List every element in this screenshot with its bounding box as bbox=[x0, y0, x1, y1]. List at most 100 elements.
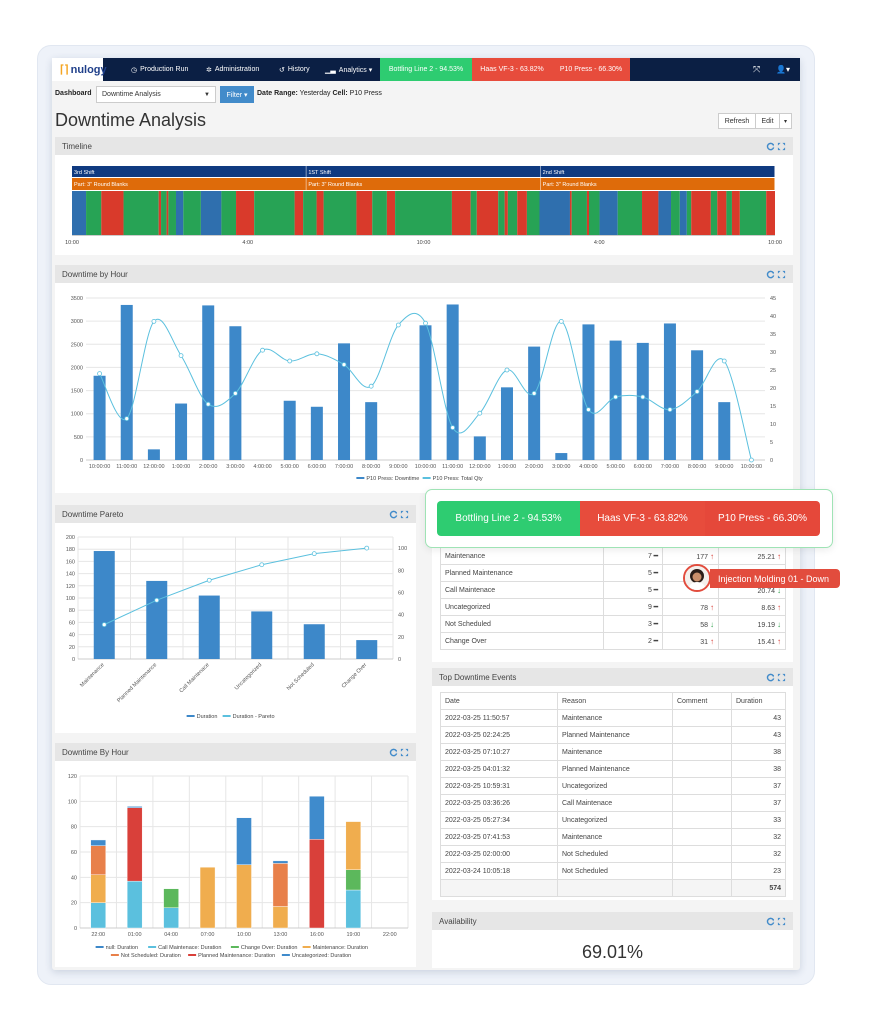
stacked-bar-segment bbox=[90, 874, 106, 903]
table-row[interactable]: 2022-03-25 07:41:53 Maintenance 32 bbox=[440, 828, 786, 846]
edit-dropdown-button[interactable]: ▾ bbox=[779, 113, 792, 129]
y-tick-label: 200 bbox=[66, 535, 75, 541]
person-avatar-icon bbox=[685, 566, 709, 590]
refresh-icon[interactable] bbox=[766, 673, 775, 682]
nav-history[interactable]: ↺ History bbox=[279, 58, 310, 81]
stacked-bar-segment bbox=[345, 889, 362, 929]
timeline-segment bbox=[236, 191, 255, 235]
timeline-segment bbox=[679, 191, 687, 235]
table-row[interactable]: 2022-03-25 03:36:26 Call Maintenace 37 bbox=[440, 794, 786, 812]
table-row[interactable]: Maintenance 7 ━ 177 ↑ 25.21 ↑ bbox=[440, 547, 786, 565]
panel-title: Top Downtime Events bbox=[439, 672, 517, 682]
panel-header: Downtime By Hour bbox=[55, 743, 416, 761]
bar bbox=[120, 304, 133, 460]
column-comment[interactable]: Comment bbox=[672, 692, 732, 710]
alert-badge[interactable]: Injection Molding 01 - Down bbox=[710, 569, 840, 588]
panel-header: Downtime Pareto bbox=[55, 505, 416, 523]
refresh-icon[interactable] bbox=[766, 270, 775, 279]
reason-name: Not Scheduled bbox=[440, 615, 604, 633]
expand-icon[interactable] bbox=[777, 917, 786, 926]
x-tick-label: Planned Maintenance bbox=[116, 662, 158, 704]
overlay-status-p10-press[interactable]: P10 Press - 66.30% bbox=[705, 501, 820, 536]
table-row[interactable]: Uncategorized 9 ━ 78 ↑ 8.63 ↑ bbox=[440, 598, 786, 616]
line-point bbox=[477, 410, 483, 416]
nav-administration[interactable]: ✲ Administration bbox=[206, 58, 259, 81]
availability-panel: Availability 69.01% bbox=[432, 912, 793, 968]
refresh-button[interactable]: Refresh bbox=[718, 113, 756, 129]
column-reason[interactable]: Reason bbox=[557, 692, 673, 710]
column-duration[interactable]: Duration bbox=[731, 692, 786, 710]
status-bottling-line-2[interactable]: Bottling Line 2 - 94.53% bbox=[380, 58, 472, 81]
refresh-icon[interactable] bbox=[389, 748, 398, 757]
table-row[interactable]: 2022-03-25 11:50:57 Maintenance 43 bbox=[440, 709, 786, 727]
shift-label: 3rd Shift bbox=[74, 170, 95, 176]
legend-label: P10 Press: Downtime bbox=[366, 476, 419, 482]
event-date: 2022-03-25 02:00:00 bbox=[440, 845, 558, 863]
legend-label: Not Scheduled: Duration bbox=[121, 953, 181, 959]
table-row[interactable]: 2022-03-25 05:27:34 Uncategorized 33 bbox=[440, 811, 786, 829]
y-tick-label: 60 bbox=[71, 850, 77, 856]
expand-icon[interactable] bbox=[400, 510, 409, 519]
x-tick-label: Not Scheduled bbox=[286, 662, 316, 692]
legend-label: Maintenance: Duration bbox=[313, 945, 368, 951]
nav-analytics[interactable]: ▁▃ Analytics ▾ bbox=[325, 58, 372, 81]
y2-tick-label: 20 bbox=[770, 386, 776, 392]
status-haas-vf3[interactable]: Haas VF-3 - 63.82% bbox=[472, 58, 552, 81]
edit-button[interactable]: Edit bbox=[755, 113, 780, 129]
dashboard-select[interactable]: Downtime Analysis ▼ bbox=[96, 86, 216, 103]
line-point bbox=[395, 322, 401, 328]
stacked-bar-segment bbox=[272, 860, 289, 864]
table-row[interactable]: 2022-03-25 04:01:32 Planned Maintenance 38 bbox=[440, 760, 786, 778]
bar bbox=[202, 305, 215, 460]
trend-up-icon: ↑ bbox=[777, 551, 781, 561]
line-point bbox=[613, 394, 619, 400]
line-point bbox=[232, 391, 238, 396]
fullscreen-icon[interactable]: ⤧ bbox=[753, 64, 761, 74]
reason-average: 8.63 ↑ bbox=[718, 598, 786, 616]
table-row[interactable]: 2022-03-25 07:10:27 Maintenance 38 bbox=[440, 743, 786, 761]
part-bar bbox=[306, 178, 541, 190]
expand-icon[interactable] bbox=[400, 748, 409, 757]
legend-label: Uncategorized: Duration bbox=[292, 953, 351, 959]
downtime-reasons-table: Maintenance 7 ━ 177 ↑ 25.21 ↑ Planned Ma… bbox=[440, 547, 786, 650]
y-tick-label: 120 bbox=[66, 584, 75, 590]
status-p10-press[interactable]: P10 Press - 66.30% bbox=[552, 58, 630, 81]
event-reason: Maintenance bbox=[557, 709, 673, 727]
timeline-segment bbox=[504, 191, 508, 235]
logo[interactable]: ⌈⌉ nulogy bbox=[52, 58, 107, 81]
reason-name: Planned Maintenance bbox=[440, 564, 604, 582]
table-header-row: Date Reason Comment Duration bbox=[440, 692, 786, 710]
filter-button[interactable]: Filter ▾ bbox=[220, 86, 254, 103]
legend-swatch bbox=[222, 715, 231, 717]
table-row[interactable]: Change Over 2 ━ 31 ↑ 15.41 ↑ bbox=[440, 632, 786, 650]
panel-header: Availability bbox=[432, 912, 793, 930]
x-tick-label: 10:00:00 bbox=[415, 464, 436, 470]
event-duration: 38 bbox=[731, 760, 786, 778]
timeline-segment bbox=[166, 191, 169, 235]
expand-icon[interactable] bbox=[777, 673, 786, 682]
stacked-bar-segment bbox=[309, 839, 325, 929]
overlay-status-bottling-line-2[interactable]: Bottling Line 2 - 94.53% bbox=[437, 501, 580, 536]
refresh-icon[interactable] bbox=[389, 510, 398, 519]
table-row[interactable]: 2022-03-25 02:24:25 Planned Maintenance 43 bbox=[440, 726, 786, 744]
part-label: Part: 3" Round Blanks bbox=[74, 182, 128, 188]
column-date[interactable]: Date bbox=[440, 692, 558, 710]
table-row[interactable]: Not Scheduled 3 ━ 58 ↓ 19.19 ↓ bbox=[440, 615, 786, 633]
y2-tick-label: 100 bbox=[398, 546, 407, 552]
expand-icon[interactable] bbox=[777, 270, 786, 279]
table-row[interactable]: 2022-03-25 02:00:00 Not Scheduled 32 bbox=[440, 845, 786, 863]
expand-icon[interactable] bbox=[777, 142, 786, 151]
stacked-bar-segment bbox=[163, 907, 179, 929]
stacked-bar-segment bbox=[90, 839, 106, 846]
overlay-status-haas-vf3[interactable]: Haas VF-3 - 63.82% bbox=[580, 501, 705, 536]
refresh-icon[interactable] bbox=[766, 142, 775, 151]
stacked-bar-segment bbox=[90, 845, 106, 875]
user-menu-icon[interactable]: 👤▾ bbox=[776, 65, 790, 74]
x-tick-label: 3:00:00 bbox=[552, 464, 570, 470]
legend-swatch bbox=[188, 954, 197, 956]
table-row[interactable]: 2022-03-24 10:05:18 Not Scheduled 23 bbox=[440, 862, 786, 880]
table-row[interactable]: 2022-03-25 10:59:31 Uncategorized 37 bbox=[440, 777, 786, 795]
nav-production-run[interactable]: ◷ Production Run bbox=[131, 58, 188, 81]
refresh-icon[interactable] bbox=[766, 917, 775, 926]
x-tick-label: 19:00 bbox=[346, 932, 360, 938]
